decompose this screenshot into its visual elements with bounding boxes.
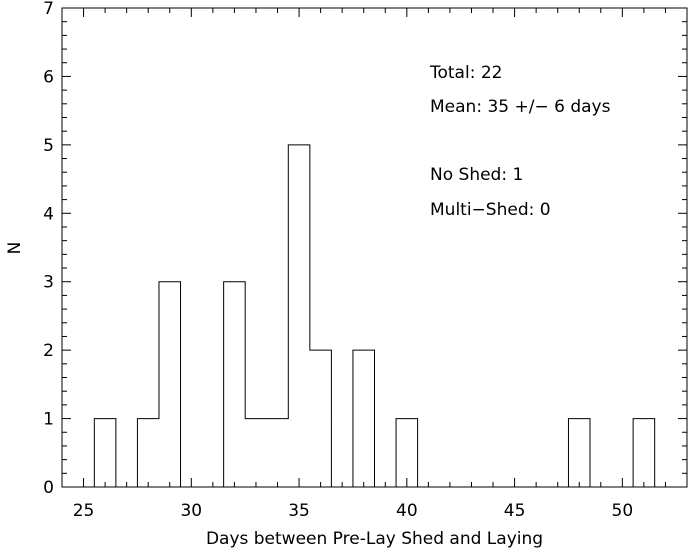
x-axis-label: Days between Pre-Lay Shed and Laying (206, 529, 543, 549)
x-axis-ticks: 25 30 35 40 45 50 (61, 8, 688, 521)
histogram-bin (159, 282, 181, 487)
y-tick-label: 3 (43, 273, 54, 293)
y-axis-ticks: 0 1 2 3 4 5 6 7 (43, 0, 687, 498)
y-tick-label: 0 (43, 478, 54, 498)
annotation-block: Total: 22 Mean: 35 +/− 6 days No Shed: 1 Mu… (429, 63, 611, 220)
histogram-bin (353, 350, 375, 487)
x-tick-label: 30 (180, 501, 202, 521)
histogram-bin (224, 282, 246, 487)
x-tick-label: 40 (396, 501, 418, 521)
y-tick-label: 4 (43, 204, 54, 224)
annotation-line: Multi−Shed: 0 (430, 200, 551, 220)
annotation-line: No Shed: 1 (430, 165, 523, 185)
y-tick-label: 7 (43, 0, 54, 19)
histogram-bin (94, 419, 116, 487)
histogram-bin (310, 350, 332, 487)
annotation-line: Mean: 35 +/− 6 days (430, 97, 611, 117)
histogram-bin (288, 145, 310, 487)
annotation-line: Total: 22 (429, 63, 502, 83)
histogram-outline (93, 144, 656, 488)
y-tick-label: 5 (43, 136, 54, 156)
x-tick-label: 45 (504, 501, 526, 521)
histogram-bin (137, 419, 159, 487)
y-tick-label: 1 (43, 410, 54, 430)
y-tick-label: 2 (43, 341, 54, 361)
y-axis-label: N (5, 242, 25, 255)
x-tick-label: 50 (612, 501, 634, 521)
x-tick-label: 25 (73, 501, 95, 521)
histogram-bin (267, 419, 289, 487)
y-tick-label: 6 (43, 67, 54, 87)
histogram-bin (633, 419, 655, 487)
histogram-bin (568, 419, 590, 487)
histogram-bin (245, 419, 267, 487)
x-tick-label: 35 (288, 501, 310, 521)
histogram-bin (396, 419, 418, 487)
